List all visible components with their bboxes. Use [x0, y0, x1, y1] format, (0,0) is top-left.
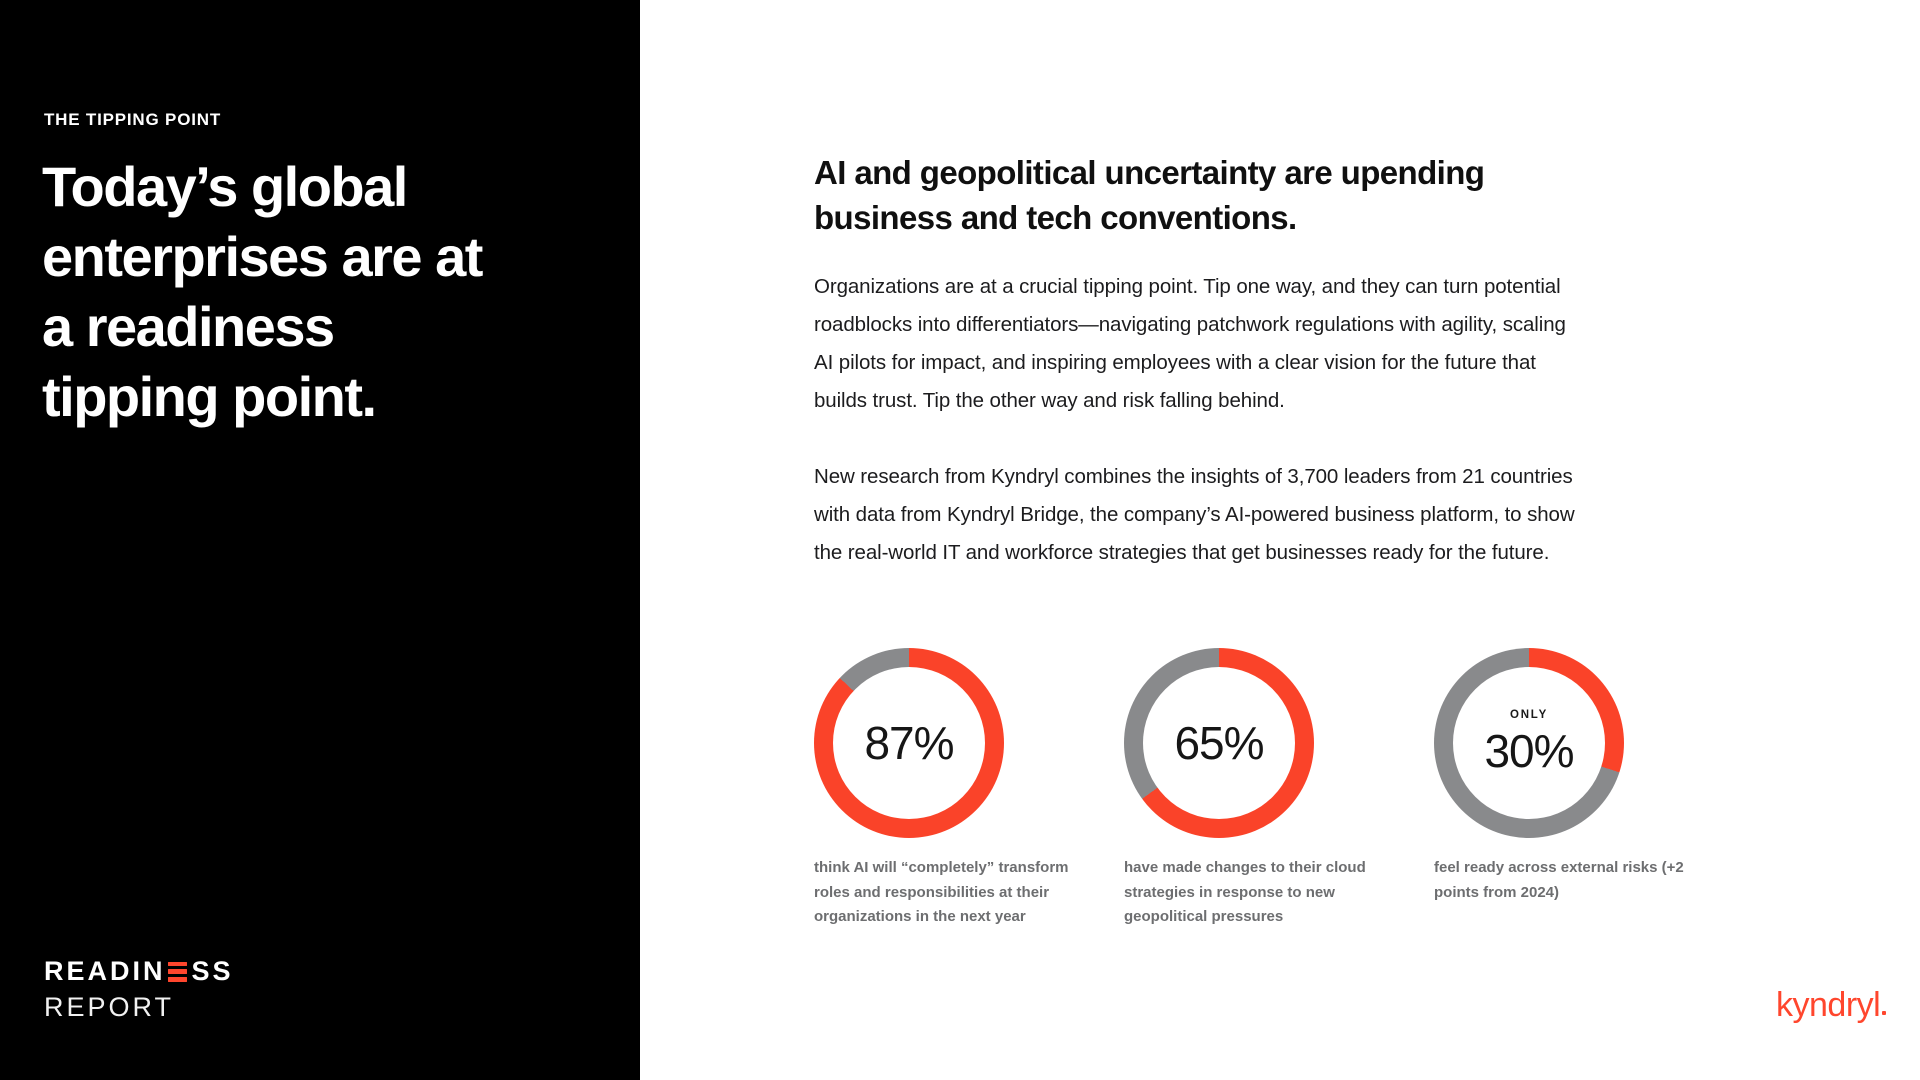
stat-caption: think AI will “completely” transform rol… [814, 856, 1076, 930]
caption-line: organizations in the next year [814, 908, 1026, 925]
donut-center-label: 87% [833, 667, 985, 819]
paragraph-line: builds trust. Tip the other way and risk… [814, 389, 1285, 412]
section-eyebrow: THE TIPPING POINT [44, 110, 222, 129]
stat-cloud-strategies: 65% have made changes to their cloud str… [1124, 648, 1386, 930]
readiness-report-logo: READIN SS REPORT [44, 956, 234, 1023]
caption-line: strategies in response to new [1124, 883, 1335, 901]
donut-chart-87: 87% [814, 648, 1004, 838]
logo-text-readin: READIN [44, 956, 166, 986]
donut-value: 87% [864, 717, 954, 769]
donut-value: 30% [1484, 724, 1574, 777]
research-paragraph: New research from Kyndryl combines the i… [814, 458, 1575, 572]
page-title-line: a readiness [42, 295, 335, 358]
paragraph-line: Organizations are at a crucial tipping p… [814, 275, 1561, 298]
three-bars-e-icon [167, 961, 187, 982]
caption-line: feel ready across external risks (+2 [1434, 859, 1684, 876]
readiness-report-logo-line2: REPORT [44, 992, 175, 1022]
stat-caption: feel ready across external risks (+2 poi… [1434, 856, 1696, 905]
readiness-report-logo-line1: READIN SS [44, 956, 234, 987]
paragraph-line: roadblocks into differentiators—navigati… [814, 313, 1566, 336]
intro-paragraph: Organizations are at a crucial tipping p… [814, 268, 1566, 420]
trademark-dot-icon [1882, 1011, 1887, 1015]
donut-center-label: 65% [1143, 667, 1295, 819]
caption-line: geopolitical pressures [1124, 908, 1284, 925]
stat-external-risks: ONLY 30% feel ready across external risk… [1434, 648, 1696, 905]
paragraph-line: with data from Kyndryl Bridge, the compa… [814, 503, 1575, 526]
page-title-line: enterprises are at [42, 225, 483, 288]
page-title-line: Today’s global [42, 155, 408, 218]
left-panel: THE TIPPING POINT Today’s global enterpr… [0, 0, 640, 1080]
donut-chart-65: 65% [1124, 648, 1314, 838]
page-title: Today’s global enterprises are at a read… [42, 152, 483, 432]
kyndryl-wordmark: kyndryl [1776, 986, 1881, 1024]
donut-value: 65% [1174, 717, 1264, 769]
caption-line: have made changes to their cloud [1124, 859, 1366, 876]
stat-caption: have made changes to their cloud strateg… [1124, 856, 1386, 930]
section-heading: AI and geopolitical uncertainty are upen… [814, 154, 1485, 236]
caption-line: think AI will “completely” transform [814, 859, 1069, 876]
stat-ai-transform: 87% think AI will “completely” transform… [814, 648, 1076, 930]
caption-line: roles and responsibilities at their [814, 883, 1050, 901]
paragraph-line: New research from Kyndryl combines the i… [814, 465, 1573, 488]
paragraph-line: the real-world IT and workforce strategi… [814, 541, 1550, 564]
donut-center-label: ONLY 30% [1453, 667, 1605, 819]
logo-text-ss: SS [191, 956, 234, 986]
donut-prefix: ONLY [1509, 708, 1549, 721]
donut-chart-30: ONLY 30% [1434, 648, 1624, 838]
caption-line: points from 2024) [1434, 883, 1560, 901]
paragraph-line: AI pilots for impact, and inspiring empl… [814, 351, 1536, 374]
kyndryl-logo: kyndryl [1776, 986, 1887, 1025]
page-title-line: tipping point. [42, 365, 377, 428]
